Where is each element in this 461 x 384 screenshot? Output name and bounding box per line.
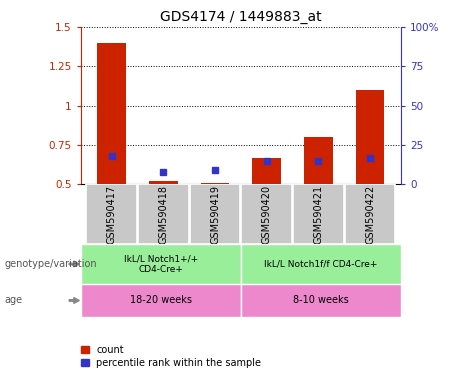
Bar [201, 183, 229, 184]
Bar [304, 137, 332, 184]
Bar [86, 184, 137, 244]
Legend: count, percentile rank within the sample: count, percentile rank within the sample [81, 345, 261, 367]
Text: GSM590417: GSM590417 [106, 185, 117, 243]
Text: 8-10 weeks: 8-10 weeks [293, 295, 349, 306]
Bar [345, 184, 396, 244]
Text: IkL/L Notch1+/+
CD4-Cre+: IkL/L Notch1+/+ CD4-Cre+ [124, 254, 198, 274]
Text: GSM590420: GSM590420 [262, 185, 272, 243]
Text: IkL/L Notch1f/f CD4-Cre+: IkL/L Notch1f/f CD4-Cre+ [264, 260, 378, 268]
Bar [81, 284, 241, 317]
Text: 18-20 weeks: 18-20 weeks [130, 295, 192, 306]
Text: age: age [5, 295, 23, 306]
Text: genotype/variation: genotype/variation [5, 259, 97, 269]
Bar [190, 184, 240, 244]
Text: GSM590419: GSM590419 [210, 185, 220, 243]
Bar [242, 184, 292, 244]
Title: GDS4174 / 1449883_at: GDS4174 / 1449883_at [160, 10, 322, 25]
Text: GSM590421: GSM590421 [313, 185, 323, 243]
Bar [293, 184, 344, 244]
Text: GSM590422: GSM590422 [365, 184, 375, 244]
Bar [97, 43, 126, 184]
Bar [138, 184, 189, 244]
Bar [241, 284, 401, 317]
Text: GSM590418: GSM590418 [159, 185, 168, 243]
Bar [241, 244, 401, 284]
Bar [81, 244, 241, 284]
Bar [356, 90, 384, 184]
Bar [253, 157, 281, 184]
Bar [149, 181, 177, 184]
